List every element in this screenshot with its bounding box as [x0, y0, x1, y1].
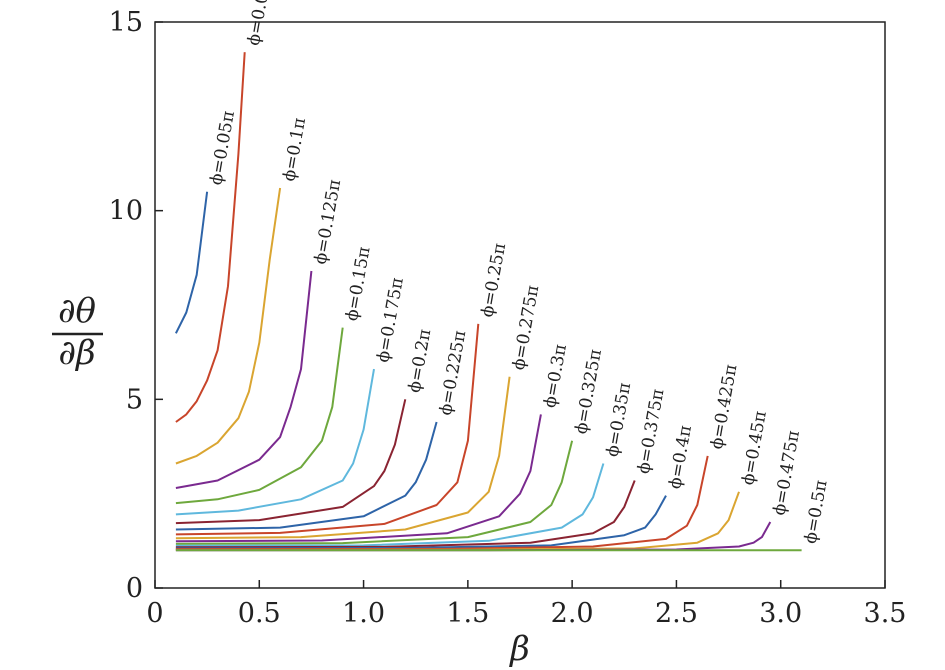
series-label: ϕ=0.3π: [540, 343, 571, 410]
series-line: [175, 368, 375, 516]
series-label: ϕ=0.075π: [244, 0, 279, 47]
y-axis-label: ∂θ ∂β: [52, 291, 103, 373]
x-tick-label: 1.0: [342, 598, 385, 629]
y-tick-label: 15: [109, 7, 143, 38]
series-line: [175, 323, 480, 536]
series-line: [175, 52, 246, 423]
x-tick-label: 0: [146, 598, 163, 629]
series-label: ϕ=0.125π: [311, 178, 346, 266]
series-line: [175, 421, 438, 531]
y-axis-label-numerator: ∂θ: [58, 291, 96, 331]
series-label: ϕ=0.35π: [603, 381, 636, 458]
series-label: ϕ=0.325π: [571, 348, 606, 436]
series-label: ϕ=0.475π: [769, 429, 804, 517]
series-label: ϕ=0.425π: [707, 363, 742, 451]
series-line: [175, 327, 344, 505]
x-tick-label: 3.5: [864, 598, 907, 629]
y-axis-label-denominator: ∂β: [58, 333, 95, 373]
series-line: [175, 480, 636, 549]
x-tick-label: 2.5: [655, 598, 698, 629]
series-line: [175, 414, 542, 543]
series-line: [175, 187, 282, 465]
series-line: [175, 191, 209, 334]
series-line: [175, 455, 709, 551]
series-label: ϕ=0.15π: [342, 245, 375, 322]
x-tick-label: 1.5: [446, 598, 489, 629]
series-label: ϕ=0.375π: [634, 387, 669, 475]
plot-frame: [154, 21, 886, 589]
series-label: ϕ=0.275π: [509, 284, 544, 372]
series-label: ϕ=0.45π: [738, 409, 771, 486]
series-label: ϕ=0.4π: [665, 424, 696, 491]
series-label: ϕ=0.175π: [373, 276, 408, 364]
y-axis-ticks: 0 5 10 15: [109, 7, 163, 604]
series-label: ϕ=0.5π: [801, 479, 832, 546]
series-label: ϕ=0.05π: [206, 109, 239, 186]
y-tick-label: 10: [109, 196, 143, 227]
x-axis-label: β: [508, 629, 530, 669]
series-lines: [175, 52, 802, 552]
y-tick-label: 0: [126, 573, 143, 604]
series-line: [175, 270, 313, 489]
series-line: [175, 463, 605, 547]
y-tick-label: 5: [126, 384, 143, 415]
series-label: ϕ=0.1π: [279, 116, 310, 183]
series-line: [175, 399, 407, 525]
series-label: ϕ=0.25π: [477, 242, 510, 319]
x-axis-ticks: 0 0.5 1.0 1.5 2.0 2.5 3.0 3.5: [146, 580, 906, 629]
x-tick-label: 3.0: [759, 598, 802, 629]
series-line: [175, 376, 511, 540]
x-tick-label: 2.0: [551, 598, 594, 629]
x-tick-label: 0.5: [238, 598, 281, 629]
series-label: ϕ=0.2π: [405, 328, 436, 395]
series-label: ϕ=0.225π: [436, 329, 471, 417]
series-labels: ϕ=0.05πϕ=0.075πϕ=0.1πϕ=0.125πϕ=0.15πϕ=0.…: [206, 0, 831, 545]
series-line: [175, 440, 574, 545]
